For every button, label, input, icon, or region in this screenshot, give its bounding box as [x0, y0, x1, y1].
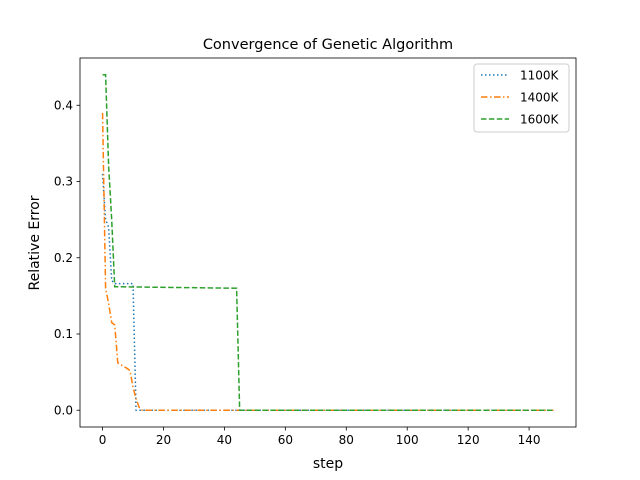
legend-label-1400K: 1400K: [520, 90, 560, 104]
x-tick-label: 60: [278, 433, 293, 447]
legend: 1100K 1400K 1600K: [473, 63, 570, 133]
y-ticks: 0.0 0.1 0.2 0.3 0.4: [54, 98, 80, 417]
y-tick-label: 0.1: [54, 327, 73, 341]
y-tick-label: 0.0: [54, 403, 73, 417]
x-ticks: 0 20 40 60 80 100 120 140: [99, 427, 541, 447]
x-tick-label: 40: [217, 433, 232, 447]
x-tick-label: 100: [396, 433, 419, 447]
x-axis-label: step: [313, 456, 343, 472]
y-tick-label: 0.4: [54, 98, 73, 112]
x-tick-label: 80: [339, 433, 354, 447]
y-axis-label: Relative Error: [27, 195, 43, 290]
legend-label-1100K: 1100K: [520, 68, 560, 82]
plot-frame: [79, 57, 577, 428]
x-tick-label: 0: [99, 433, 107, 447]
series-line-1400K: [101, 112, 554, 411]
series-line-1600K: [102, 74, 554, 411]
series-layer: [101, 74, 554, 411]
legend-box: [473, 63, 570, 133]
legend-label-1600K: 1600K: [520, 112, 560, 126]
x-tick-label: 20: [156, 433, 171, 447]
y-tick-label: 0.3: [54, 175, 73, 189]
chart-title: Convergence of Genetic Algorithm: [203, 37, 453, 53]
x-tick-label: 120: [457, 433, 480, 447]
y-tick-label: 0.2: [54, 251, 73, 265]
x-tick-label: 140: [518, 433, 541, 447]
series-line-1100K: [101, 173, 554, 411]
